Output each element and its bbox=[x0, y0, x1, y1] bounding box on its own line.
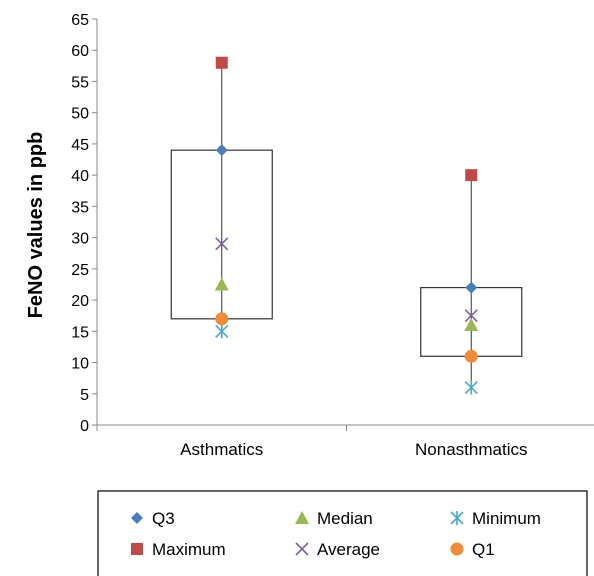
marker-avg-1 bbox=[215, 237, 229, 251]
y-tick-label: 40 bbox=[71, 168, 89, 185]
x-category-label: Nonasthmatics bbox=[415, 440, 527, 459]
y-tick-label: 15 bbox=[71, 324, 89, 341]
y-tick-label: 55 bbox=[71, 74, 89, 91]
legend-marker-q3 bbox=[131, 512, 143, 524]
legend-label-q3: Q3 bbox=[152, 509, 175, 528]
legend-label-min: Minimum bbox=[472, 509, 541, 528]
y-tick-label: 20 bbox=[71, 293, 89, 310]
legend-marker-min bbox=[450, 511, 464, 525]
marker-q1-1 bbox=[215, 312, 229, 326]
y-tick-label: 25 bbox=[71, 262, 89, 279]
marker-max-2 bbox=[465, 169, 478, 182]
boxes bbox=[170, 62, 523, 388]
marker-median-2 bbox=[464, 318, 479, 332]
markers bbox=[214, 56, 479, 395]
y-axis: 0 5 10 15 20 25 30 35 40 45 50 55 60 65 bbox=[71, 12, 98, 435]
marker-q3-1 bbox=[215, 144, 228, 157]
legend-label-median: Median bbox=[317, 509, 373, 528]
y-tick-label: 65 bbox=[71, 12, 89, 29]
y-tick-label: 45 bbox=[71, 137, 89, 154]
legend-label-avg: Average bbox=[317, 540, 380, 559]
y-tick-label: 35 bbox=[71, 199, 89, 216]
legend-label-max: Maximum bbox=[152, 540, 226, 559]
legend-marker-q1 bbox=[450, 542, 464, 556]
y-axis-label: FeNO values in ppb bbox=[25, 132, 47, 319]
y-tick-label: 5 bbox=[80, 387, 89, 404]
legend-marker-max bbox=[131, 543, 143, 555]
x-category-label: Asthmatics bbox=[180, 440, 263, 459]
legend-label-q1: Q1 bbox=[472, 540, 495, 559]
legend: Q3 Median Minimum Maximum Average Q1 bbox=[97, 490, 588, 576]
x-axis: Asthmatics Nonasthmatics bbox=[96, 424, 594, 459]
marker-avg-2 bbox=[464, 309, 478, 323]
marker-min-1 bbox=[215, 324, 229, 339]
y-tick-label: 50 bbox=[71, 106, 89, 123]
marker-min-2 bbox=[464, 380, 478, 395]
y-tick-label: 10 bbox=[71, 356, 89, 373]
y-tick-label: 30 bbox=[71, 231, 89, 248]
marker-q3-2 bbox=[465, 281, 478, 294]
legend-box bbox=[97, 490, 588, 576]
y-tick-label: 0 bbox=[80, 418, 89, 435]
legend-marker-median bbox=[295, 511, 309, 524]
marker-max-1 bbox=[215, 56, 228, 69]
y-tick-label: 60 bbox=[71, 43, 89, 60]
legend-marker-avg bbox=[295, 542, 309, 556]
marker-q1-2 bbox=[464, 349, 478, 363]
marker-median-1 bbox=[214, 277, 229, 291]
